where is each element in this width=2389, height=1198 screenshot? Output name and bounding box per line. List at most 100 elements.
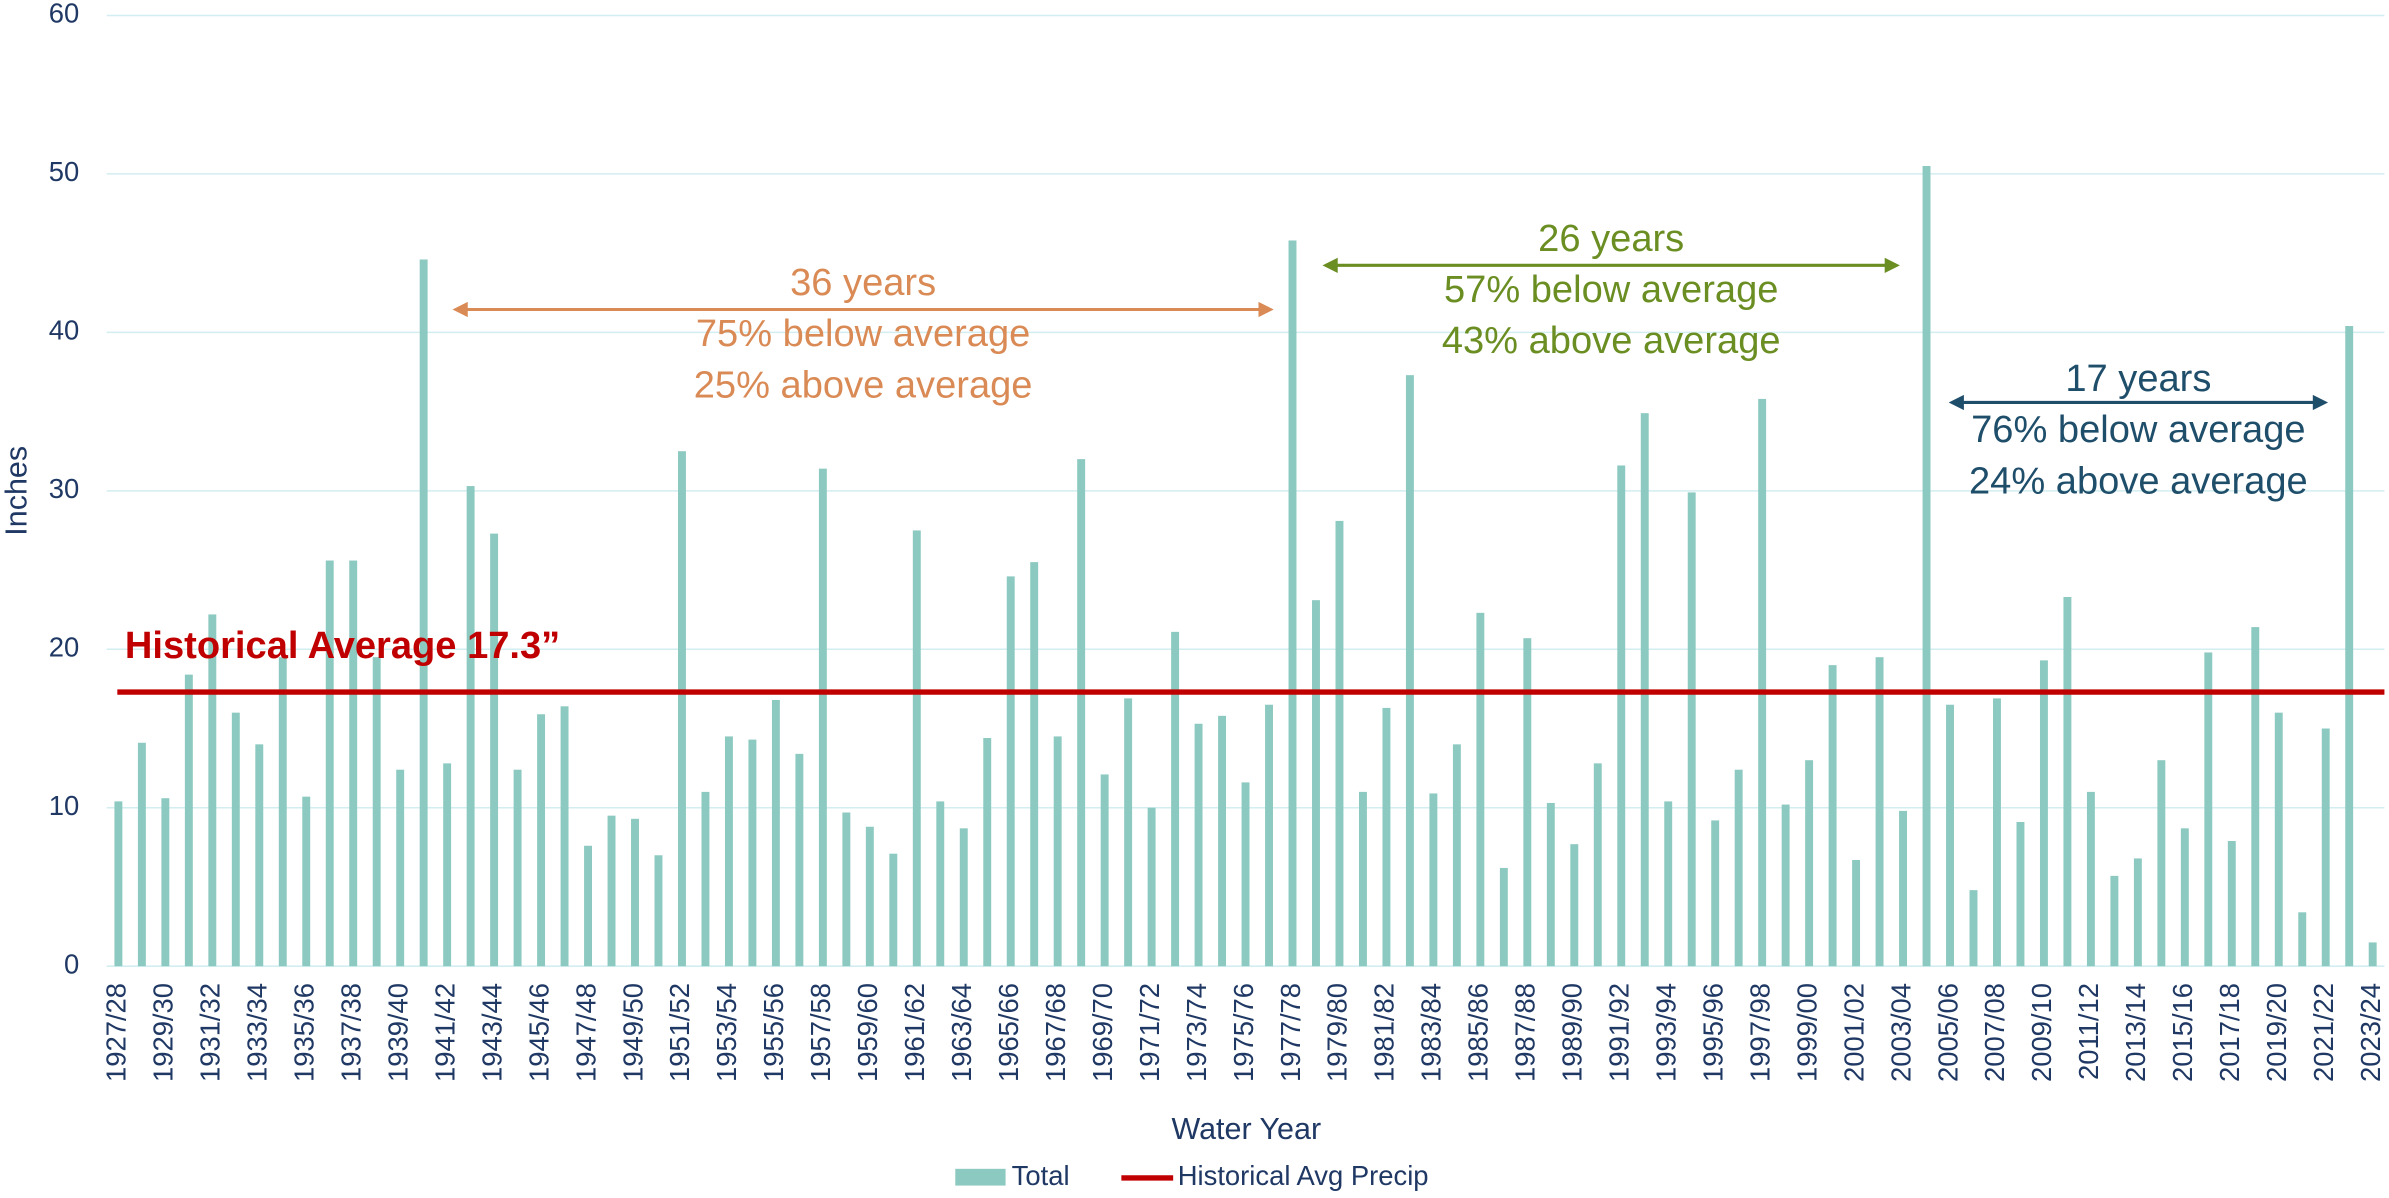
arrow-head [2312,394,2329,411]
x-tick-label: 1967/68 [1040,983,1071,1082]
bar [1194,723,1203,967]
bar [2086,791,2095,967]
x-tick-label: 1943/44 [476,983,507,1082]
bar [1805,760,1814,967]
bar [1100,774,1109,967]
bar [1265,704,1273,967]
bar [537,714,546,967]
x-tick-label: 1965/66 [993,983,1024,1082]
bar [2157,760,2166,967]
x-tick-label: 1927/28 [101,983,132,1082]
bar [818,468,827,967]
x-tick-label: 1963/64 [946,983,977,1082]
annotation-text: 17 years [2065,358,2211,400]
bar [889,853,898,967]
x-tick-label: 1959/60 [852,983,883,1082]
bar [302,796,311,967]
bar [513,769,522,967]
bar [2274,712,2283,967]
x-tick-label: 2009/10 [2026,983,2057,1082]
x-tick-label: 1931/32 [195,983,226,1082]
annotation-text: 24% above average [1969,460,2308,502]
bar [2321,728,2330,967]
legend-label: Historical Avg Precip [1178,1160,1429,1191]
bar [1312,600,1320,967]
bar [701,791,710,967]
arrow-head [1884,257,1900,273]
x-tick-label: 1977/78 [1275,983,1306,1082]
annotation-text: 75% below average [696,313,1030,355]
x-tick-label: 1939/40 [382,983,413,1082]
bar [1335,520,1344,967]
y-tick-label: 40 [49,315,79,346]
bar [1171,631,1180,967]
bar [349,560,358,967]
bar [795,753,804,967]
bar [2251,627,2260,967]
bar [2227,841,2236,967]
bar [654,855,663,967]
bar [842,812,851,967]
bar [1429,793,1438,967]
bar [1781,804,1790,967]
x-tick-label: 1929/30 [148,983,179,1082]
x-tick-label: 1953/54 [711,983,742,1082]
bar [2063,596,2072,967]
x-tick-label: 2007/08 [1979,983,2010,1082]
bar [208,614,217,967]
x-tick-label: 1957/58 [805,983,836,1082]
x-tick-label: 1991/92 [1604,983,1635,1082]
x-tick-label: 1941/42 [429,983,460,1082]
bar [771,699,780,967]
bar [255,744,264,967]
x-tick-label: 1983/84 [1416,983,1447,1082]
annotation-text: 25% above average [694,364,1033,406]
bar [419,259,428,967]
x-tick-label: 1973/74 [1181,983,1212,1082]
bar [724,736,733,967]
y-axis-title: Inches [0,446,33,536]
bar [1852,860,1861,967]
x-tick-label: 1997/98 [1744,983,1775,1082]
bar [1664,801,1673,967]
bar [1593,763,1602,967]
bar [1523,638,1532,967]
bar [2368,942,2377,967]
bar [1006,576,1015,967]
bar [607,815,616,967]
x-tick-label: 1979/80 [1322,983,1353,1082]
x-tick-label: 1989/90 [1557,983,1588,1082]
bar [1405,375,1414,967]
bar [1546,802,1555,967]
x-tick-label: 2003/04 [1885,983,1916,1082]
bar [1828,665,1837,967]
bar [1030,562,1039,967]
bar [278,657,287,967]
x-tick-label: 1955/56 [758,983,789,1082]
x-tick-label: 1985/86 [1463,983,1494,1082]
x-tick-label: 1949/50 [617,983,648,1082]
x-tick-label: 1993/94 [1650,983,1681,1082]
bar [560,706,569,967]
annotation-text: 76% below average [1971,409,2305,451]
bar [1077,459,1086,967]
x-tick-label: 2021/22 [2308,983,2339,1082]
bar [2204,652,2213,967]
bar [1875,657,1884,967]
bar [1922,165,1931,967]
bar [631,818,639,967]
arrow-head [1258,301,1274,318]
x-tick-label: 1969/70 [1087,983,1118,1082]
legend-swatch [955,1168,1006,1186]
x-tick-label: 1999/00 [1791,983,1822,1082]
bar [1358,791,1367,967]
bar [1758,398,1767,967]
bar [114,801,123,967]
bar [2110,875,2119,967]
bar [1946,704,1954,967]
annotation-text: 57% below average [1444,269,1778,311]
average-label: Historical Average 17.3” [125,625,560,667]
bar [2016,821,2025,967]
